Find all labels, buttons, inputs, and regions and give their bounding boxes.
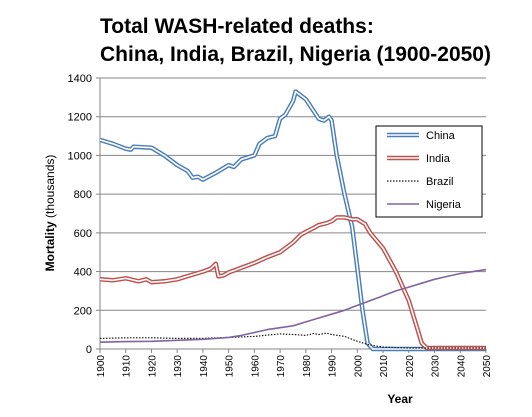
legend-india-label: India xyxy=(426,153,451,165)
x-tick-label: 2010 xyxy=(379,355,390,378)
x-tick-label: 2050 xyxy=(482,355,493,378)
legend-box xyxy=(375,125,483,218)
series-brazil-line xyxy=(99,332,486,349)
x-axis-ticks: 1900 1910 1920 1930 1940 1950 1960 1970 1980 1990… xyxy=(96,349,493,377)
legend-china-label: China xyxy=(426,130,456,142)
chart-title-line-2: China, India, Brazil, Nigeria (1900-2050… xyxy=(100,43,491,66)
x-tick-label: 2040 xyxy=(456,355,467,378)
x-tick-label: 1980 xyxy=(302,355,313,378)
x-tick-label: 1960 xyxy=(250,355,261,378)
x-axis-title: Year xyxy=(387,392,413,406)
chart-title-line-1: Total WASH-related deaths: xyxy=(100,15,374,38)
y-tick-label: 600 xyxy=(74,228,92,240)
x-tick-label: 1900 xyxy=(96,355,107,378)
y-tick-label: 200 xyxy=(74,305,92,317)
legend-brazil-label: Brazil xyxy=(426,176,454,188)
series-india-line-highlight xyxy=(99,216,486,349)
legend: China India Brazil Nigeria xyxy=(375,125,483,218)
legend-nigeria-label: Nigeria xyxy=(426,199,462,211)
x-tick-label: 2000 xyxy=(353,355,364,378)
x-tick-label: 1910 xyxy=(122,355,133,378)
y-axis-title-unit: (thousands) xyxy=(43,155,57,218)
y-tick-label: 1400 xyxy=(68,73,92,85)
x-tick-label: 1950 xyxy=(225,355,236,378)
series-india-line xyxy=(99,215,486,351)
x-tick-label: 1940 xyxy=(199,355,210,378)
series-nigeria-line xyxy=(99,268,487,343)
y-axis-title: Mortality (thousands) xyxy=(43,155,57,272)
x-tick-label: 1990 xyxy=(328,355,339,378)
y-tick-label: 1200 xyxy=(68,112,92,124)
y-tick-label: 800 xyxy=(74,189,92,201)
y-axis-title-main: Mortality xyxy=(43,221,57,271)
series-lines xyxy=(99,89,487,352)
y-axis-ticks: 0 200 400 600 800 1000 1200 1400 xyxy=(68,73,100,356)
series-china-line-highlight xyxy=(99,90,486,350)
x-tick-label: 1920 xyxy=(147,355,158,378)
x-tick-label: 2030 xyxy=(431,355,442,378)
x-tick-label: 1970 xyxy=(276,355,287,378)
x-tick-label: 2020 xyxy=(405,355,416,378)
y-tick-label: 400 xyxy=(74,267,92,279)
y-tick-label: 0 xyxy=(86,344,92,356)
chart-title: Total WASH-related deaths: China, India,… xyxy=(100,15,491,66)
y-tick-label: 1000 xyxy=(68,150,92,162)
x-tick-label: 1930 xyxy=(173,355,184,378)
